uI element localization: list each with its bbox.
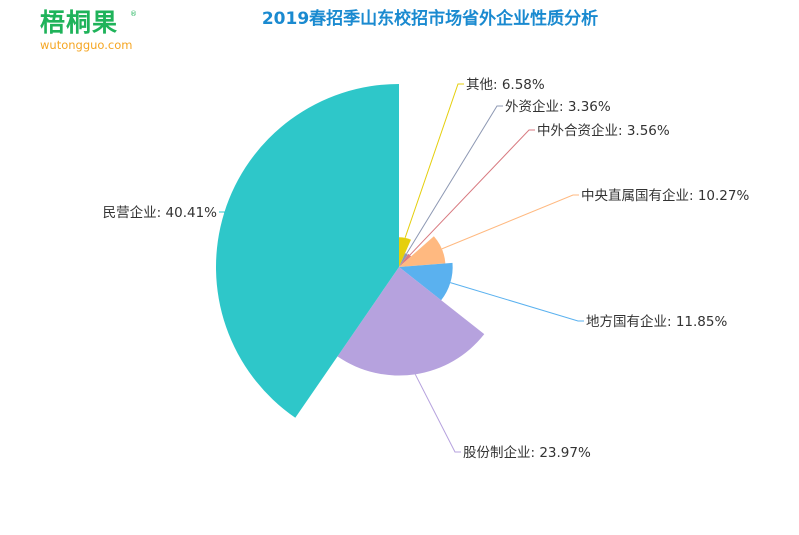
slice-2[interactable] — [399, 253, 412, 267]
leader-line-4 — [450, 282, 584, 322]
slice-label-6: 民营企业: 40.41% — [103, 204, 217, 221]
slice-label-1: 外资企业: 3.36% — [505, 98, 611, 115]
slice-5[interactable] — [337, 267, 485, 376]
leader-line-0 — [404, 83, 464, 238]
slice-label-3: 中央直属国有企业: 10.27% — [581, 187, 749, 204]
leader-line-1 — [406, 105, 503, 255]
slice-label-5: 股份制企业: 23.97% — [463, 444, 591, 461]
leader-line-6 — [219, 211, 227, 214]
chart-title: 2019春招季山东校招市场省外企业性质分析 — [261, 9, 599, 29]
logo-url: wutongguo.com — [40, 38, 133, 52]
slice-0[interactable] — [399, 237, 411, 267]
leader-line-2 — [409, 129, 535, 256]
slice-label-0: 其他: 6.58% — [466, 77, 545, 93]
slice-1[interactable] — [399, 253, 408, 267]
leader-line-5 — [414, 374, 461, 453]
leader-line-3 — [441, 194, 579, 250]
slice-6[interactable] — [215, 84, 399, 418]
slice-label-2: 中外合资企业: 3.56% — [537, 122, 670, 139]
logo-registered: ® — [130, 10, 137, 18]
slice-3[interactable] — [399, 236, 446, 267]
slice-label-4: 地方国有企业: 11.85% — [586, 313, 727, 330]
slice-4[interactable] — [399, 262, 453, 301]
logo-text: 梧桐果 — [40, 8, 119, 37]
